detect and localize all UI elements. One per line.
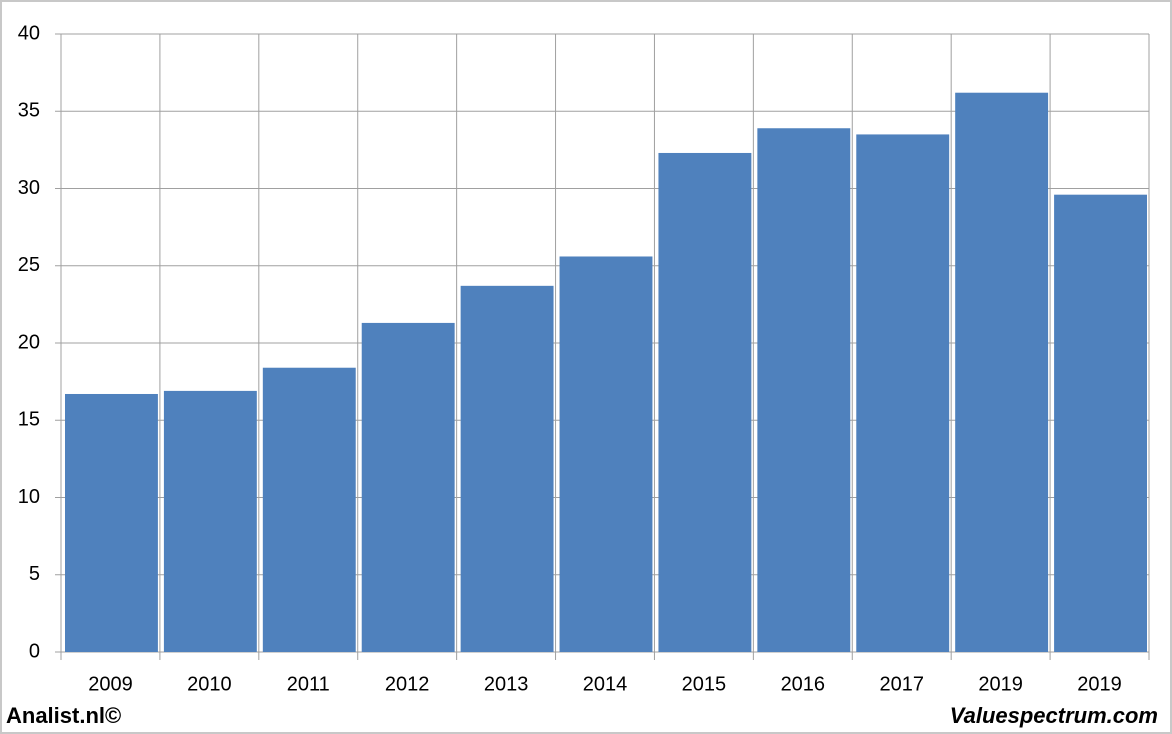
bar [460, 285, 554, 652]
y-tick-label: 0 [29, 640, 40, 662]
bar [1054, 194, 1147, 652]
x-tick-label: 2011 [287, 673, 330, 695]
x-tick-label: 2016 [781, 673, 826, 695]
y-tick-label: 25 [18, 254, 40, 276]
x-tick-label: 2012 [385, 673, 430, 695]
x-tick-label: 2010 [187, 673, 232, 695]
bar [163, 390, 257, 652]
bar [361, 322, 455, 652]
x-tick-label: 2019 [978, 673, 1023, 695]
y-tick-label: 15 [18, 409, 40, 431]
y-tick-label: 5 [29, 563, 40, 585]
x-tick-label: 2009 [88, 673, 133, 695]
footer-right: Valuespectrum.com [950, 703, 1158, 728]
x-tick-label: 2015 [682, 673, 727, 695]
x-tick-label: 2014 [583, 673, 628, 695]
x-tick-label: 2017 [879, 673, 924, 695]
bar [262, 367, 356, 652]
x-tick-label: 2019 [1077, 673, 1122, 695]
y-tick-label: 10 [18, 486, 40, 508]
bar [65, 393, 158, 652]
y-tick-label: 40 [18, 22, 40, 44]
bar [955, 92, 1049, 652]
y-tick-label: 20 [18, 331, 40, 353]
footer-left: Analist.nl© [6, 703, 121, 728]
y-tick-label: 35 [18, 100, 40, 122]
x-tick-label: 2013 [484, 673, 529, 695]
bar [658, 152, 752, 652]
bar [856, 134, 950, 653]
bar [757, 128, 851, 652]
bar [559, 256, 653, 652]
y-tick-label: 30 [18, 177, 40, 199]
